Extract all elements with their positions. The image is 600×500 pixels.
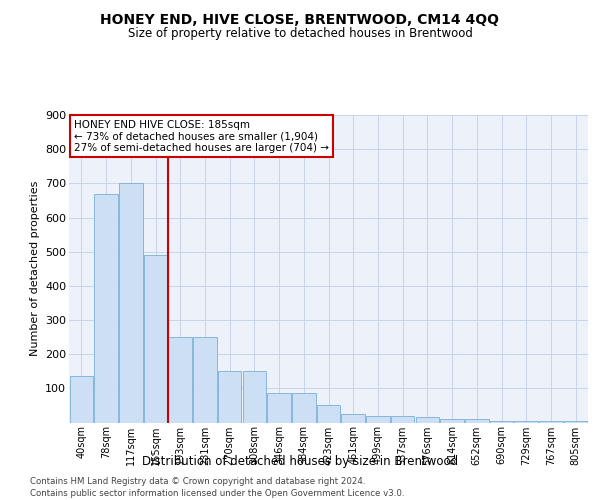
Bar <box>242 371 266 422</box>
Bar <box>292 394 316 422</box>
Text: HONEY END, HIVE CLOSE, BRENTWOOD, CM14 4QQ: HONEY END, HIVE CLOSE, BRENTWOOD, CM14 4… <box>101 12 499 26</box>
Bar <box>119 184 143 422</box>
Text: HONEY END HIVE CLOSE: 185sqm
← 73% of detached houses are smaller (1,904)
27% of: HONEY END HIVE CLOSE: 185sqm ← 73% of de… <box>74 120 329 153</box>
Y-axis label: Number of detached properties: Number of detached properties <box>29 181 40 356</box>
Text: Contains HM Land Registry data © Crown copyright and database right 2024.: Contains HM Land Registry data © Crown c… <box>30 478 365 486</box>
Bar <box>490 421 513 422</box>
Bar <box>564 421 587 422</box>
Bar <box>391 416 415 422</box>
Bar <box>169 337 192 422</box>
Bar <box>416 418 439 422</box>
Bar <box>317 406 340 422</box>
Bar <box>440 419 464 422</box>
Bar <box>193 337 217 422</box>
Bar <box>465 419 488 422</box>
Bar <box>366 416 389 422</box>
Text: Contains public sector information licensed under the Open Government Licence v3: Contains public sector information licen… <box>30 489 404 498</box>
Bar <box>94 194 118 422</box>
Bar <box>268 394 291 422</box>
Bar <box>144 255 167 422</box>
Text: Distribution of detached houses by size in Brentwood: Distribution of detached houses by size … <box>142 455 458 468</box>
Bar <box>341 414 365 422</box>
Bar <box>514 421 538 422</box>
Bar <box>218 371 241 422</box>
Text: Size of property relative to detached houses in Brentwood: Size of property relative to detached ho… <box>128 28 472 40</box>
Bar <box>70 376 93 422</box>
Bar <box>539 421 563 422</box>
